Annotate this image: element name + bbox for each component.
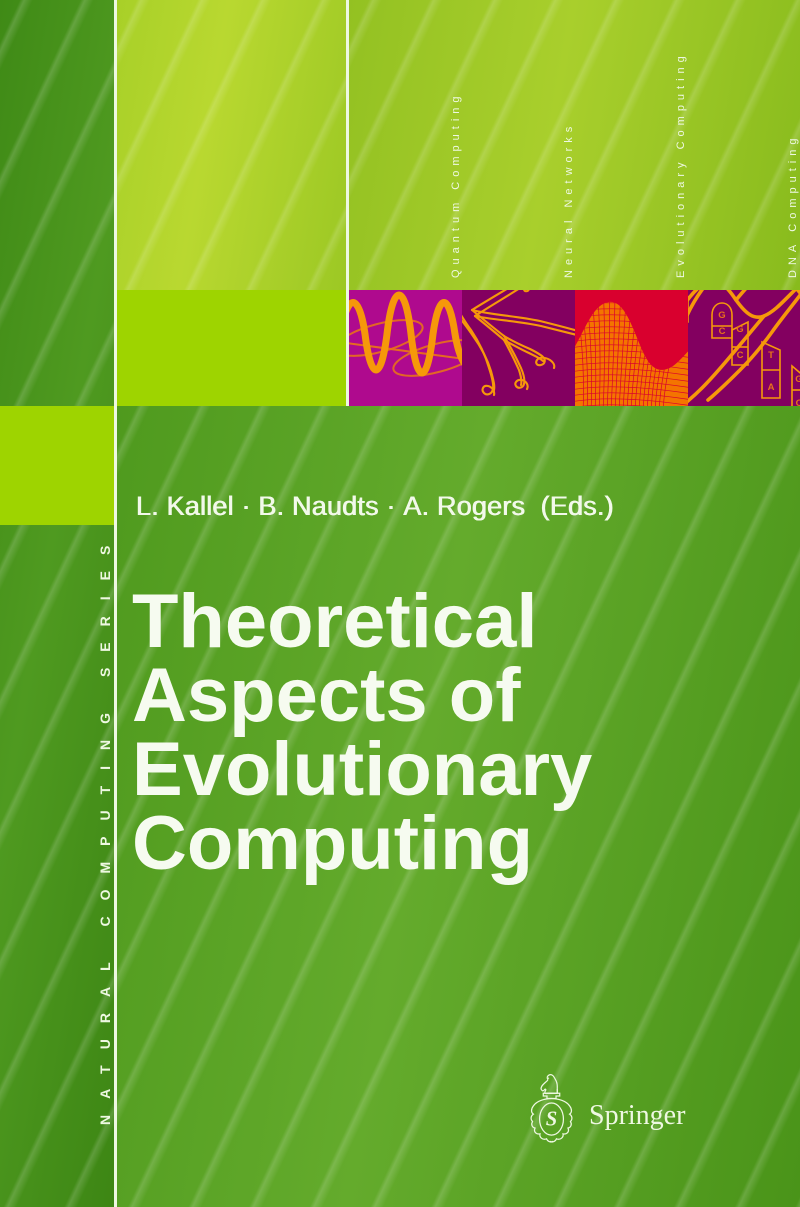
- svg-text:S: S: [546, 1109, 557, 1131]
- svg-text:T: T: [768, 350, 774, 361]
- svg-text:G: G: [736, 324, 743, 335]
- svg-text:A: A: [768, 382, 775, 393]
- svg-text:C: C: [719, 326, 726, 337]
- svg-text:C: C: [737, 350, 744, 361]
- svg-text:G: G: [718, 310, 725, 321]
- svg-text:C: C: [796, 398, 800, 406]
- svg-text:G: G: [795, 374, 800, 385]
